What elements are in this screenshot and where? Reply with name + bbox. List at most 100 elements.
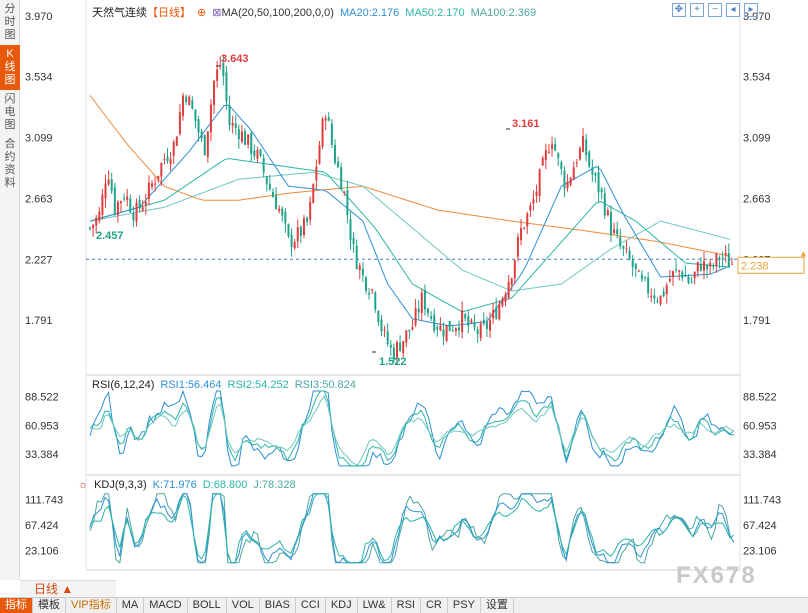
candle-body <box>293 242 296 249</box>
settings-icon[interactable]: ⊕ <box>197 7 207 19</box>
candle-body <box>321 119 324 147</box>
side-nav-item-0[interactable]: 分时图 <box>4 3 16 41</box>
candle-body <box>724 253 727 255</box>
candle-body <box>271 192 274 198</box>
kdj-settings-icon[interactable]: ☼ <box>78 479 89 491</box>
zoom-out-icon[interactable]: − <box>708 3 722 17</box>
candle-body <box>98 211 101 222</box>
tab-7[interactable]: BIAS <box>260 598 296 613</box>
candle-body <box>644 277 647 279</box>
next-icon[interactable]: ▸ <box>744 3 758 17</box>
price-tick-left: 2.227 <box>25 254 53 266</box>
indicator-tabbar: 指标 模板 VIP指标 MA MACD BOLL VOL BIAS CCI KDJ LW& RSI CR… <box>0 597 808 613</box>
candle-body <box>690 281 693 283</box>
period-select-button[interactable]: 日线 ▲ <box>20 580 116 597</box>
candle-body <box>253 150 256 156</box>
candle-body <box>175 136 178 146</box>
tab-10[interactable]: LW& <box>358 598 392 613</box>
candle-body <box>200 131 203 139</box>
candle-body <box>504 294 507 302</box>
candle-body <box>420 292 423 314</box>
candle-body <box>616 229 619 235</box>
prev-icon[interactable]: ◂ <box>726 3 740 17</box>
candle-body <box>265 176 268 185</box>
chart-toolbar: ✥ + − ◂ ▸ <box>672 3 758 17</box>
candle-body <box>361 268 364 276</box>
candle-body <box>650 295 653 298</box>
candle-body <box>461 310 464 332</box>
candle-body <box>355 245 358 269</box>
candle-body <box>678 270 681 272</box>
tab-3[interactable]: MA <box>117 598 145 613</box>
tab-4[interactable]: MACD <box>144 598 188 613</box>
kdj-tick-right: 23.106 <box>743 546 777 558</box>
side-nav-item-3[interactable]: 合约资料 <box>4 138 16 189</box>
candle-body <box>364 277 367 291</box>
kdj-header: ☼ KDJ(9,3,3) K:71.976 D:68.800 J:78.328 <box>78 479 302 491</box>
candle-body <box>194 109 197 122</box>
candle-body <box>715 253 718 266</box>
candle-body <box>178 112 181 135</box>
candle-body <box>141 207 144 211</box>
candle-body <box>219 64 222 66</box>
date-tick: 2023/09 <box>135 579 175 580</box>
tab-8[interactable]: CCI <box>296 598 326 613</box>
move-icon[interactable]: ✥ <box>672 3 686 17</box>
candle-body <box>185 96 188 103</box>
tab-9[interactable]: KDJ <box>326 598 358 613</box>
candle-body <box>166 156 169 162</box>
candle-body <box>228 105 231 125</box>
candle-body <box>585 139 588 156</box>
candle-body <box>213 80 216 106</box>
candle-body <box>668 278 671 282</box>
candle-body <box>445 325 448 341</box>
tab-0[interactable]: 指标 <box>0 598 33 613</box>
tab-6[interactable]: VOL <box>227 598 260 613</box>
tab-2[interactable]: VIP指标 <box>66 598 117 613</box>
chart-type-icon[interactable]: ⊠ <box>212 7 222 19</box>
candle-body <box>628 250 631 259</box>
candle-body <box>619 236 622 247</box>
candle-body <box>510 278 513 285</box>
candle-body <box>473 321 476 328</box>
candle-body <box>389 344 392 348</box>
tab-13[interactable]: PSY <box>448 598 481 613</box>
period-tag: 【日线】 <box>147 7 191 19</box>
candle-body <box>349 219 352 240</box>
candle-body <box>718 257 721 260</box>
candle-body <box>123 198 126 200</box>
candle-body <box>634 263 637 269</box>
kdj-d-value: D:68.800 <box>202 479 248 491</box>
candle-body <box>95 217 98 226</box>
candle-body <box>315 166 318 181</box>
ma50-line <box>89 158 731 313</box>
candle-body <box>240 131 243 142</box>
candle-body <box>163 159 166 161</box>
price-tick-right: 1.791 <box>743 315 771 327</box>
candle-body <box>262 157 265 173</box>
side-nav-item-2[interactable]: 闪电图 <box>4 93 16 131</box>
candle-body <box>464 314 467 319</box>
rsi-tick-right: 88.522 <box>743 392 777 404</box>
zoom-in-icon[interactable]: + <box>690 3 704 17</box>
rsi-tick-left: 88.522 <box>25 392 59 404</box>
candle-body <box>302 218 305 236</box>
tab-11[interactable]: RSI <box>392 598 421 613</box>
candle-body <box>606 210 609 215</box>
ma50-value: MA50:2.170 <box>405 7 465 19</box>
candle-body <box>572 167 575 180</box>
tab-1[interactable]: 模板 <box>33 598 66 613</box>
candle-body <box>582 136 585 152</box>
tab-5[interactable]: BOLL <box>188 598 227 613</box>
rsi1-value: RSI1:56.464 <box>160 379 222 391</box>
candle-body <box>107 179 110 185</box>
candle-body <box>138 199 141 209</box>
candle-body <box>526 213 529 227</box>
tab-14[interactable]: 设置 <box>481 598 514 613</box>
tab-12[interactable]: CR <box>421 598 448 613</box>
candlesticks <box>89 55 733 366</box>
candle-body <box>594 173 597 176</box>
candle-body <box>113 187 116 214</box>
chart-canvas[interactable]: 88.522 88.522 60.953 60.953 33.384 33.384 111… <box>20 0 808 580</box>
